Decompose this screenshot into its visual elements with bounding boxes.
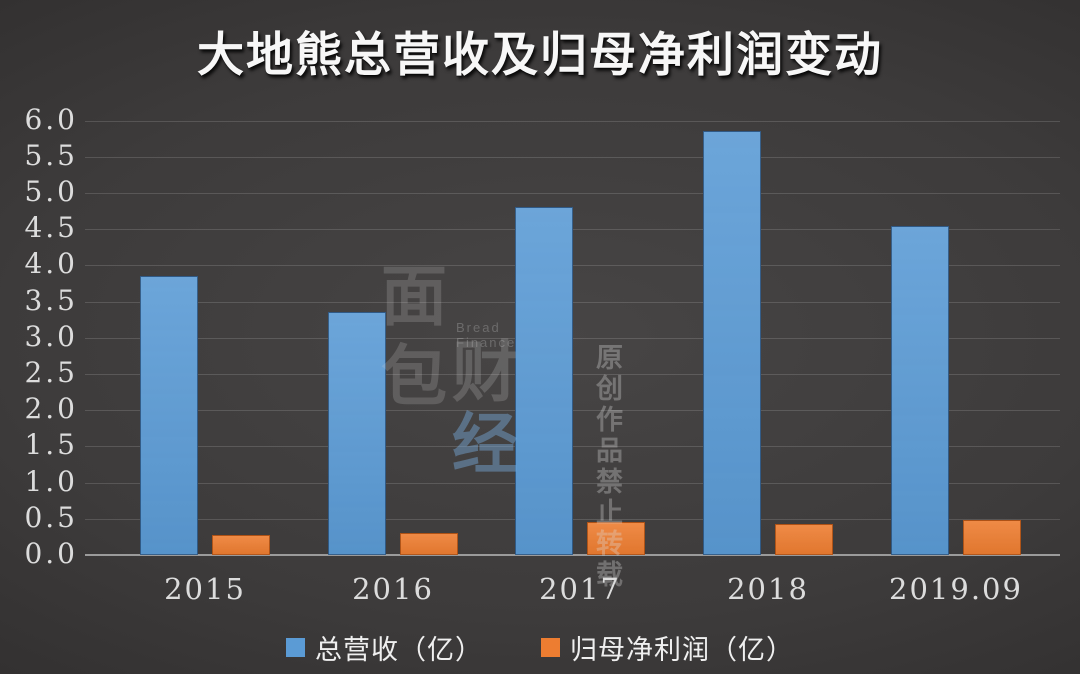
gridline [85, 193, 1060, 194]
revenue-swatch-icon [286, 638, 305, 657]
chart-title: 大地熊总营收及归母净利润变动 [197, 28, 883, 81]
y-axis-tick-label: 3.0 [24, 320, 78, 353]
revenue-bar-2017 [515, 207, 573, 555]
revenue-bar-2015 [140, 276, 198, 555]
gridline [85, 157, 1060, 158]
x-axis-tick-label: 2016 [352, 572, 434, 606]
y-axis-tick-label: 2.5 [24, 356, 78, 389]
profit-bar-2017 [587, 522, 645, 555]
legend-item-revenue: 总营收（亿） [286, 628, 483, 667]
y-axis-tick-label: 2.0 [24, 392, 78, 425]
y-axis-tick-label: 1.5 [24, 428, 78, 461]
legend-label-revenue: 总营收（亿） [315, 635, 483, 665]
revenue-bar-2018 [703, 131, 761, 555]
y-axis-tick-label: 3.5 [24, 284, 78, 317]
y-axis-tick-label: 5.0 [24, 175, 78, 208]
y-axis-tick-label: 4.5 [24, 211, 78, 244]
revenue-bar-2019.09 [891, 226, 949, 555]
legend: 总营收（亿） 归母净利润（亿） [0, 628, 1080, 667]
y-axis-tick-label: 5.5 [24, 139, 78, 172]
legend-item-profit: 归母净利润（亿） [541, 628, 794, 667]
x-axis-tick-label: 2019.09 [889, 572, 1023, 606]
profit-bar-2015 [212, 535, 270, 555]
y-axis-tick-label: 0.5 [24, 501, 78, 534]
x-axis-tick-label: 2017 [539, 572, 621, 606]
profit-bar-2018 [775, 524, 833, 555]
y-axis-tick-label: 0.0 [24, 537, 78, 570]
x-axis-line [85, 554, 1060, 556]
profit-bar-2019.09 [963, 520, 1021, 555]
y-axis-tick-label: 4.0 [24, 247, 78, 280]
profit-swatch-icon [541, 638, 560, 657]
y-axis-tick-label: 1.0 [24, 465, 78, 498]
gridline [85, 121, 1060, 122]
x-axis-tick-label: 2018 [727, 572, 809, 606]
legend-label-profit: 归母净利润（亿） [570, 635, 794, 665]
y-axis-tick-label: 6.0 [24, 103, 78, 136]
profit-bar-2016 [400, 533, 458, 555]
x-axis-tick-label: 2015 [164, 572, 246, 606]
revenue-bar-2016 [328, 312, 386, 555]
